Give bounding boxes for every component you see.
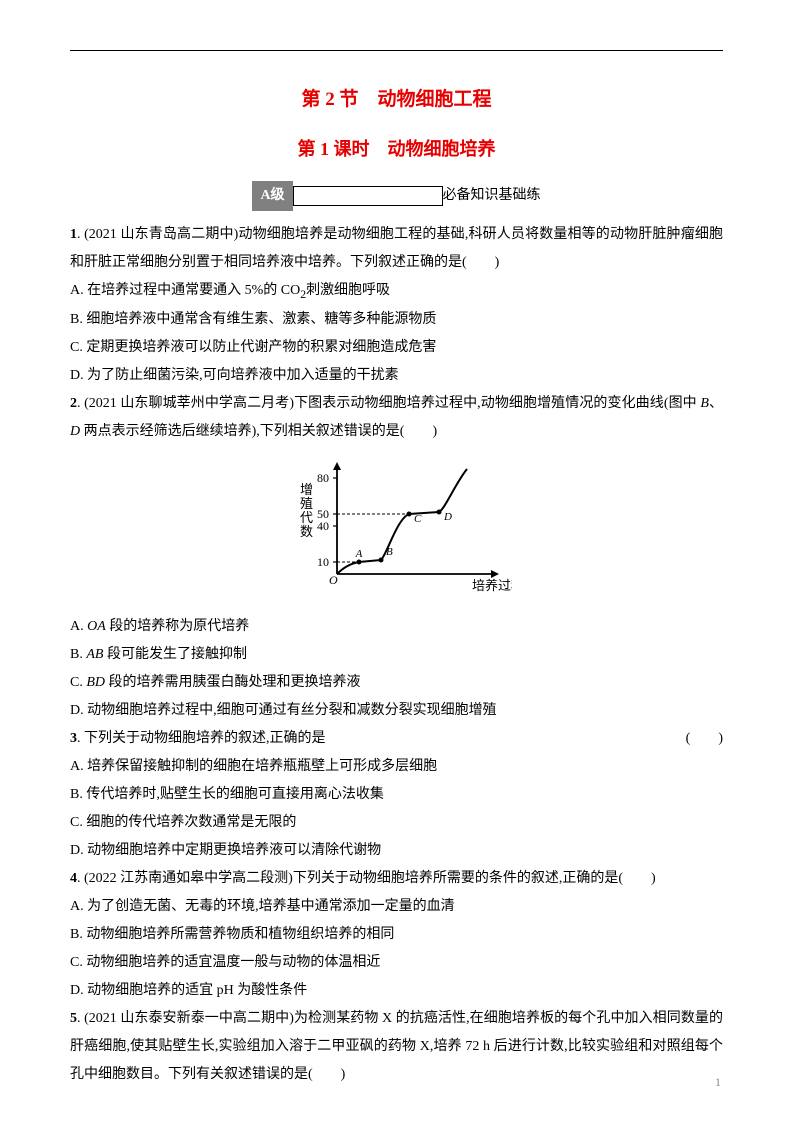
pt-O: O	[329, 573, 338, 587]
q2-text1: . (2021 山东聊城莘州中学高二月考)下图表示动物细胞培养过程中,动物细胞增…	[77, 396, 700, 411]
q4-option-a: A. 为了创造无菌、无毒的环境,培养基中通常添加一定量的血清	[70, 893, 723, 921]
q3-option-d: D. 动物细胞培养中定期更换培养液可以清除代谢物	[70, 837, 723, 865]
ytick-80: 80	[317, 471, 329, 485]
ytick-50: 50	[317, 507, 329, 521]
q2-c-post: 段的培养需用胰蛋白酶处理和更换培养液	[105, 675, 361, 690]
y-label-3: 代	[300, 510, 313, 525]
y-label-2: 殖	[300, 496, 313, 511]
q1-stem: 1. (2021 山东青岛高二期中)动物细胞培养是动物细胞工程的基础,科研人员将…	[70, 221, 723, 277]
top-rule	[70, 50, 723, 51]
level-text: 必备知识基础练	[443, 182, 541, 210]
q2-a-i: OA	[87, 619, 106, 634]
y-label-4: 数	[300, 524, 313, 539]
q4-option-d: D. 动物细胞培养的适宜 pH 为酸性条件	[70, 977, 723, 1005]
q4-text: . (2022 江苏南通如皋中学高二段测)下列关于动物细胞培养所需要的条件的叙述…	[77, 871, 656, 886]
chart-container: 10 40 50 80 A B C D O	[70, 454, 723, 605]
q2-b-i: AB	[86, 647, 103, 662]
pt-C: C	[414, 513, 422, 525]
y-label-1: 增	[300, 482, 313, 497]
q3-paren: ( )	[686, 725, 723, 753]
q2-tail: 两点表示经筛选后继续培养),下列相关叙述错误的是( )	[80, 424, 437, 439]
pt-B: B	[386, 546, 393, 558]
q3-option-b: B. 传代培养时,贴壁生长的细胞可直接用离心法收集	[70, 781, 723, 809]
q3-number: 3	[70, 731, 77, 746]
q2-i1: B	[700, 396, 709, 411]
ytick-40: 40	[317, 519, 329, 533]
q2-i2: D	[70, 424, 80, 439]
q3-stem: 3. 下列关于动物细胞培养的叙述,正确的是 ( )	[70, 725, 723, 753]
q1-option-b: B. 细胞培养液中通常含有维生素、激素、糖等多种能源物质	[70, 306, 723, 334]
q2-a-post: 段的培养称为原代培养	[106, 619, 250, 634]
x-label: 培养过程	[472, 578, 512, 593]
q2-a-pre: A.	[70, 619, 87, 634]
q1-a-tail: 刺激细胞呼吸	[306, 283, 390, 298]
q3-option-a: A. 培养保留接触抑制的细胞在培养瓶瓶壁上可形成多层细胞	[70, 753, 723, 781]
q4-option-c: C. 动物细胞培养的适宜温度一般与动物的体温相近	[70, 949, 723, 977]
q3-option-c: C. 细胞的传代培养次数通常是无限的	[70, 809, 723, 837]
level-row: A级 必备知识基础练	[70, 181, 723, 211]
level-empty-box	[293, 186, 443, 206]
pt-D: D	[443, 511, 452, 523]
q2-stem: 2. (2021 山东聊城莘州中学高二月考)下图表示动物细胞培养过程中,动物细胞…	[70, 390, 723, 446]
growth-chart: 10 40 50 80 A B C D O	[282, 454, 512, 594]
q2-option-d: D. 动物细胞培养过程中,细胞可通过有丝分裂和减数分裂实现细胞增殖	[70, 697, 723, 725]
q1-text: . (2021 山东青岛高二期中)动物细胞培养是动物细胞工程的基础,科研人员将数…	[70, 227, 723, 270]
q1-option-a: A. 在培养过程中通常要通入 5%的 CO2刺激细胞呼吸	[70, 277, 723, 306]
section-title: 第 2 节 动物细胞工程	[70, 81, 723, 119]
q4-number: 4	[70, 871, 77, 886]
q2-b-post: 段可能发生了接触抑制	[103, 647, 247, 662]
q4-option-b: B. 动物细胞培养所需营养物质和植物组织培养的相同	[70, 921, 723, 949]
q1-number: 1	[70, 227, 77, 242]
page-number: 1	[715, 1070, 721, 1094]
q2-number: 2	[70, 396, 77, 411]
q2-option-c: C. BD 段的培养需用胰蛋白酶处理和更换培养液	[70, 669, 723, 697]
q2-c-pre: C.	[70, 675, 86, 690]
q5-number: 5	[70, 1011, 77, 1026]
lesson-title: 第 1 课时 动物细胞培养	[70, 131, 723, 167]
q2-option-a: A. OA 段的培养称为原代培养	[70, 613, 723, 641]
q5-stem: 5. (2021 山东泰安新泰一中高二期中)为检测某药物 X 的抗癌活性,在细胞…	[70, 1005, 723, 1089]
q1-option-c: C. 定期更换培养液可以防止代谢产物的积累对细胞造成危害	[70, 334, 723, 362]
q4-stem: 4. (2022 江苏南通如皋中学高二段测)下列关于动物细胞培养所需要的条件的叙…	[70, 865, 723, 893]
q2-c-i: BD	[86, 675, 105, 690]
q2-mid: 、	[709, 396, 723, 411]
q3-text: . 下列关于动物细胞培养的叙述,正确的是	[77, 731, 326, 746]
level-badge: A级	[252, 181, 292, 211]
q5-text: . (2021 山东泰安新泰一中高二期中)为检测某药物 X 的抗癌活性,在细胞培…	[70, 1011, 723, 1082]
ytick-10: 10	[317, 555, 329, 569]
q1-a-text: A. 在培养过程中通常要通入 5%的 CO	[70, 283, 300, 298]
q1-option-d: D. 为了防止细菌污染,可向培养液中加入适量的干扰素	[70, 362, 723, 390]
pt-A: A	[354, 548, 362, 560]
q2-option-b: B. AB 段可能发生了接触抑制	[70, 641, 723, 669]
q2-b-pre: B.	[70, 647, 86, 662]
